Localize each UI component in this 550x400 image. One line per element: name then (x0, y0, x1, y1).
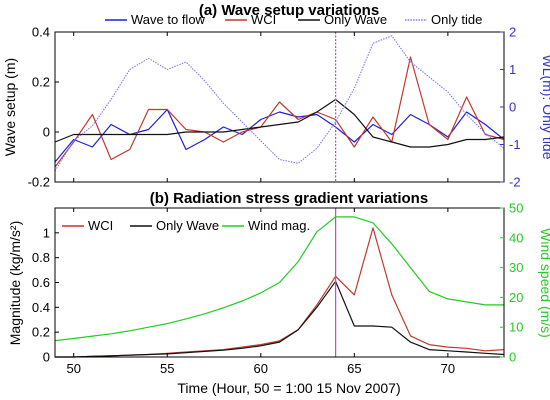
y-tick-label: 0.4 (32, 25, 50, 40)
panel-a-ylabel: Wave setup (m) (2, 58, 18, 156)
panel-b-y2label: Wind speed (m/s) (538, 228, 550, 338)
y-tick-label: 0 (43, 350, 50, 365)
x-tick-label: 50 (66, 361, 80, 376)
y2-tick-label: 50 (509, 201, 523, 216)
legend-label: Only tide (431, 12, 482, 27)
panel-b: (b) Radiation stress gradient variations… (7, 190, 550, 396)
panel-a-title: (a) Wave setup variations (199, 2, 379, 19)
y-tick-label: 0 (43, 125, 50, 140)
series-line-wind-mag (54, 216, 504, 342)
y2-tick-label: 40 (509, 230, 523, 245)
y-tick-label: 0.2 (32, 325, 50, 340)
x-tick-label: 55 (160, 361, 174, 376)
y2-tick-label: 30 (509, 260, 523, 275)
y-tick-label: 0.6 (32, 275, 50, 290)
y2-tick-label: -2 (509, 175, 521, 190)
x-tick-label: 65 (347, 361, 361, 376)
series-line-only-wave (54, 98, 505, 148)
panel-a-ticks: -0.2 0 0.2 0.4 -2 -1 0 1 2 (28, 25, 521, 190)
legend-label: WCI (251, 12, 276, 27)
panel-b-legend: WCI Only Wave Wind mag. (62, 218, 310, 233)
legend-label: WCI (88, 218, 113, 233)
y2-tick-label: -1 (509, 137, 521, 152)
y-tick-label: 0.2 (32, 75, 50, 90)
y-tick-label: -0.2 (28, 175, 50, 190)
legend-label: Only Wave (324, 12, 387, 27)
y2-tick-label: 10 (509, 320, 523, 335)
y2-tick-label: 2 (509, 25, 516, 40)
panel-b-series (54, 216, 505, 358)
y2-tick-label: 20 (509, 290, 523, 305)
y-tick-label: 0.8 (32, 250, 50, 265)
panel-a-y2label: WL(m): Only tide (540, 54, 550, 159)
y-tick-label: 0.4 (32, 300, 50, 315)
legend-label: Only Wave (156, 218, 219, 233)
y2-tick-label: 0 (509, 350, 516, 365)
panel-b-xlabel: Time (Hour, 50 = 1:00 15 Nov 2007) (177, 380, 400, 396)
series-line-only-tide (54, 35, 505, 172)
y2-tick-label: 0 (509, 100, 516, 115)
panel-a: (a) Wave setup variations -0.200.20.4-2-… (2, 2, 550, 190)
series-line-only-wave (55, 280, 505, 358)
panel-a-legend: Wave to flow WCI Only Wave Only tide (105, 12, 482, 27)
y-tick-label: 1 (43, 225, 50, 240)
panel-b-title: (b) Radiation stress gradient variations (150, 190, 428, 207)
panel-a-series (54, 35, 505, 172)
x-tick-label: 60 (254, 361, 268, 376)
legend-label: Wind mag. (248, 218, 310, 233)
panel-b-ylabel: Magnitude (kg/m/s²) (7, 221, 23, 345)
series-line-wci (54, 56, 505, 168)
y2-tick-label: 1 (509, 62, 516, 77)
legend-label: Wave to flow (131, 12, 206, 27)
x-tick-label: 70 (441, 361, 455, 376)
